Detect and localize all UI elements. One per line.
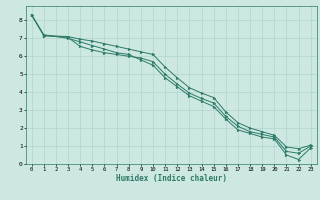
X-axis label: Humidex (Indice chaleur): Humidex (Indice chaleur) xyxy=(116,174,227,183)
